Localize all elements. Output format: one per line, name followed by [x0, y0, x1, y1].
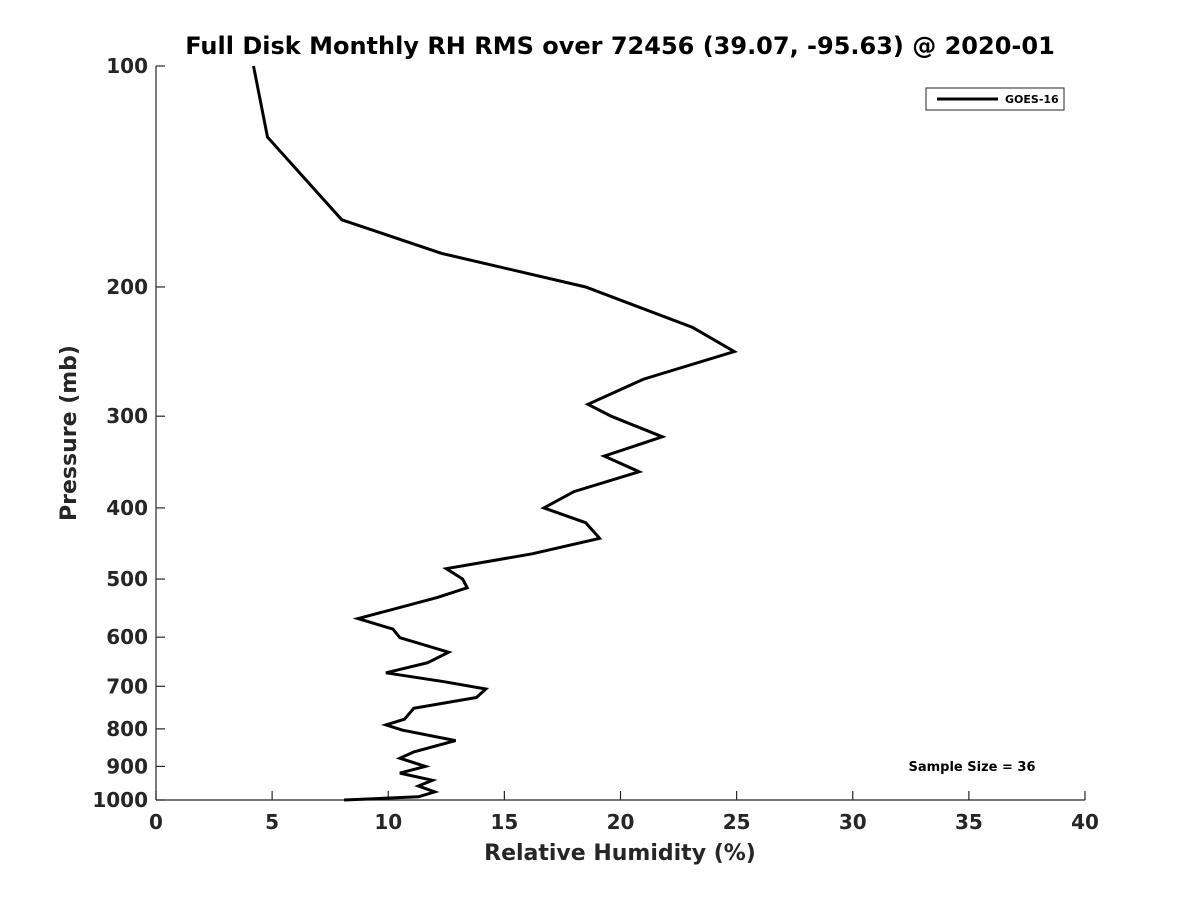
series-line-goes-16 [252, 65, 739, 802]
y-tick-label: 500 [106, 567, 148, 591]
x-tick-label: 30 [839, 810, 867, 834]
y-tick-label: 800 [106, 717, 148, 741]
sample-size-annotation: Sample Size = 36 [908, 760, 1035, 775]
y-tick-label: 100 [106, 54, 148, 78]
chart-title: Full Disk Monthly RH RMS over 72456 (39.… [185, 32, 1055, 60]
legend: GOES-16 [925, 87, 1065, 111]
y-ticks: 100 200 300 400 500 600 700 800 900 1000 [92, 54, 165, 812]
x-ticks: 0 5 10 15 20 25 30 35 40 [149, 791, 1099, 834]
y-tick-label: 300 [106, 404, 148, 428]
y-tick-label: 400 [106, 496, 148, 520]
x-tick-label: 10 [374, 810, 402, 834]
legend-label-goes-16: GOES-16 [1005, 93, 1059, 106]
x-tick-label: 25 [723, 810, 751, 834]
y-tick-label: 200 [106, 275, 148, 299]
y-tick-label: 1000 [92, 788, 148, 812]
x-tick-label: 40 [1071, 810, 1099, 834]
x-tick-label: 0 [149, 810, 163, 834]
x-tick-label: 20 [607, 810, 635, 834]
y-axis-label: Pressure (mb) [57, 345, 82, 521]
x-tick-label: 15 [490, 810, 518, 834]
y-tick-label: 900 [106, 754, 148, 778]
plot-axes [155, 66, 1085, 801]
x-tick-label: 5 [265, 810, 279, 834]
y-tick-label: 600 [106, 625, 148, 649]
x-axis-label: Relative Humidity (%) [484, 841, 756, 866]
y-tick-label: 700 [106, 674, 148, 698]
x-tick-label: 35 [955, 810, 983, 834]
series-layer [252, 65, 739, 802]
